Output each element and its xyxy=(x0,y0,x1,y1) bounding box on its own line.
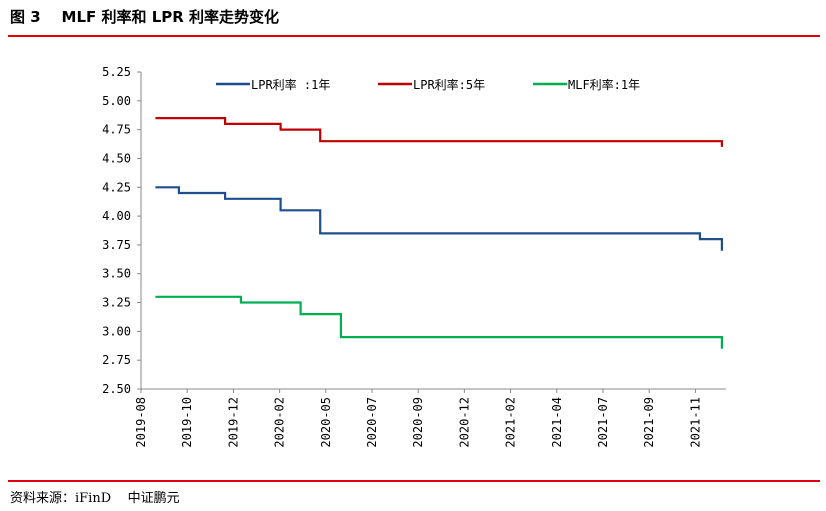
title-divider xyxy=(8,35,820,37)
x-tick-label: 2021-11 xyxy=(688,397,702,448)
series-line-2 xyxy=(155,117,723,147)
series-line-1 xyxy=(155,186,723,251)
legend-item-1: LPR利率 :1年 xyxy=(216,77,330,92)
source-note: 资料来源：iFinD 中证鹏元 xyxy=(10,491,180,506)
legend-item-2: LPR利率:5年 xyxy=(378,77,485,92)
footer-divider xyxy=(8,480,820,482)
x-tick-label: 2020-05 xyxy=(319,397,333,448)
x-tick-label: 2019-10 xyxy=(180,397,194,448)
x-tick-label: 2021-02 xyxy=(504,397,518,448)
x-tick-label: 2021-09 xyxy=(642,397,656,448)
legend-item-3: MLF利率:1年 xyxy=(533,77,640,92)
legend-label: MLF利率:1年 xyxy=(568,77,640,92)
x-tick-label: 2020-07 xyxy=(365,397,379,448)
y-tick-label: 3.75 xyxy=(102,238,131,252)
chart-axes: 5.25 5.00 4.75 4.50 4.25 4.00 3.75 3.50 3.25 3.00… xyxy=(102,65,726,448)
legend-label: LPR利率:5年 xyxy=(413,77,485,92)
x-tick-label: 2021-04 xyxy=(550,397,564,448)
y-tick-label: 4.75 xyxy=(102,123,131,137)
x-tick-label: 2020-02 xyxy=(273,397,287,448)
y-tick-label: 3.00 xyxy=(102,324,131,338)
y-tick-label: 5.00 xyxy=(102,94,131,108)
y-tick-label: 2.75 xyxy=(102,353,131,367)
x-tick-label: 2020-09 xyxy=(411,397,425,448)
y-tick-label: 4.50 xyxy=(102,151,131,165)
x-tick-label: 2019-12 xyxy=(226,397,240,448)
x-tick-label: 2019-08 xyxy=(134,397,148,448)
chart-series xyxy=(155,117,723,349)
y-tick-label: 4.00 xyxy=(102,209,131,223)
y-tick-label: 4.25 xyxy=(102,180,131,194)
y-tick-label: 3.25 xyxy=(102,296,131,310)
figure-title: 图 3 MLF 利率和 LPR 利率走势变化 xyxy=(10,8,280,26)
x-tick-label: 2020-12 xyxy=(457,397,471,448)
legend-label: LPR利率 :1年 xyxy=(251,77,330,92)
y-tick-label: 5.25 xyxy=(102,65,131,79)
x-tick-label: 2021-07 xyxy=(596,397,610,448)
series-line-3 xyxy=(155,295,723,349)
y-tick-label: 2.50 xyxy=(102,382,131,396)
y-tick-label: 3.50 xyxy=(102,267,131,281)
chart-legend: LPR利率 :1年 LPR利率:5年 MLF利率:1年 xyxy=(216,77,640,92)
